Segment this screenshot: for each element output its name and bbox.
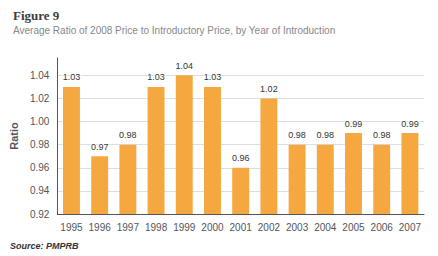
svg-text:0.99: 0.99 <box>345 119 363 129</box>
svg-text:1.03: 1.03 <box>147 72 165 82</box>
svg-text:1.03: 1.03 <box>204 72 222 82</box>
svg-text:1999: 1999 <box>173 222 196 233</box>
svg-text:0.98: 0.98 <box>317 130 335 140</box>
svg-text:1997: 1997 <box>117 222 140 233</box>
svg-text:0.94: 0.94 <box>30 185 50 196</box>
svg-text:1.04: 1.04 <box>30 70 50 81</box>
svg-text:0.92: 0.92 <box>30 209 50 220</box>
svg-text:1996: 1996 <box>89 222 112 233</box>
svg-text:2002: 2002 <box>258 222 281 233</box>
svg-text:Source: PMPRB: Source: PMPRB <box>10 241 79 251</box>
svg-text:2003: 2003 <box>286 222 309 233</box>
svg-text:0.98: 0.98 <box>373 130 391 140</box>
svg-text:Ratio: Ratio <box>8 122 20 150</box>
svg-text:2007: 2007 <box>399 222 422 233</box>
svg-text:1.00: 1.00 <box>30 116 50 127</box>
svg-text:2001: 2001 <box>230 222 253 233</box>
svg-text:1.03: 1.03 <box>63 72 81 82</box>
svg-text:0.98: 0.98 <box>119 130 137 140</box>
svg-text:1.04: 1.04 <box>176 61 194 71</box>
svg-text:Average Ratio of 2008 Price to: Average Ratio of 2008 Price to Introduct… <box>13 25 335 36</box>
svg-text:0.98: 0.98 <box>30 139 50 150</box>
svg-text:0.98: 0.98 <box>288 130 306 140</box>
svg-text:2000: 2000 <box>201 222 224 233</box>
svg-text:1.02: 1.02 <box>260 84 278 94</box>
svg-text:0.96: 0.96 <box>30 162 50 173</box>
svg-text:2006: 2006 <box>371 222 394 233</box>
svg-text:2005: 2005 <box>342 222 365 233</box>
svg-text:1998: 1998 <box>145 222 168 233</box>
svg-text:0.97: 0.97 <box>91 142 109 152</box>
svg-text:1.02: 1.02 <box>30 93 50 104</box>
svg-text:1995: 1995 <box>60 222 83 233</box>
svg-text:0.99: 0.99 <box>401 119 419 129</box>
svg-text:0.96: 0.96 <box>232 153 250 163</box>
svg-text:Figure 9: Figure 9 <box>13 8 60 23</box>
svg-text:2004: 2004 <box>314 222 337 233</box>
